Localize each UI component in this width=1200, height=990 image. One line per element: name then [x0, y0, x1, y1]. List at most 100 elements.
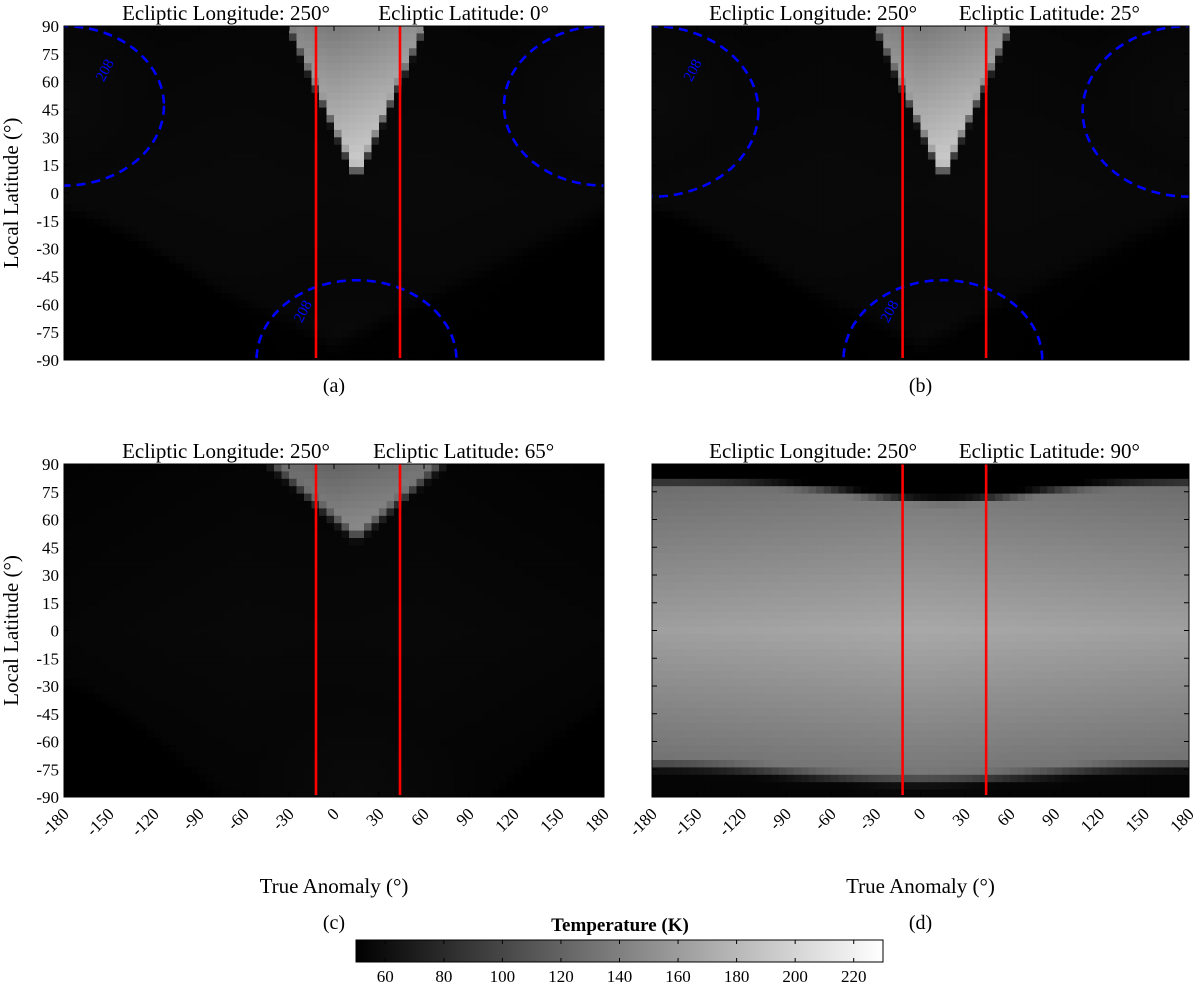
heatmap-cell — [823, 144, 832, 153]
heatmap-cell — [521, 241, 530, 250]
heatmap-cell — [529, 70, 538, 79]
heatmap-cell — [244, 159, 253, 168]
heatmap-cell — [139, 241, 148, 250]
heatmap-cell — [965, 122, 974, 131]
heatmap-cell — [1129, 100, 1138, 109]
heatmap-cell — [1121, 189, 1130, 198]
heatmap-cell — [461, 345, 470, 354]
heatmap-cell — [763, 122, 772, 131]
heatmap-cell — [244, 278, 253, 287]
heatmap-cell — [711, 70, 720, 79]
heatmap-cell — [206, 300, 215, 309]
heatmap-cell — [1181, 159, 1189, 168]
heatmap-cell — [1062, 26, 1071, 35]
heatmap-cell — [711, 100, 720, 109]
heatmap-cell — [514, 285, 523, 294]
heatmap-cell — [401, 226, 410, 235]
heatmap-cell — [274, 152, 283, 161]
heatmap-cell — [259, 107, 268, 116]
heatmap-cell — [868, 63, 877, 72]
heatmap-cell — [1136, 152, 1145, 161]
heatmap-cell — [341, 115, 350, 124]
heatmap-cell — [1010, 189, 1019, 198]
heatmap-cell — [589, 152, 598, 161]
heatmap-cell — [476, 137, 485, 146]
heatmap-cell — [94, 248, 103, 257]
heatmap-cell — [957, 174, 966, 183]
heatmap-cell — [454, 330, 463, 339]
heatmap-cell — [1024, 100, 1033, 109]
heatmap-cell — [957, 63, 966, 72]
heatmap-cell — [79, 322, 88, 331]
heatmap-cell — [1166, 85, 1175, 94]
heatmap-cell — [146, 233, 155, 242]
heatmap-cell — [1010, 48, 1019, 57]
heatmap-cell — [236, 300, 245, 309]
heatmap-cell — [778, 107, 787, 116]
heatmap-cell — [116, 315, 125, 324]
heatmap-cell — [506, 218, 515, 227]
heatmap-cell — [229, 211, 238, 220]
heatmap-cell — [79, 315, 88, 324]
heatmap-cell — [499, 352, 508, 360]
heatmap-cell — [838, 63, 847, 72]
heatmap-cell — [244, 226, 253, 235]
heatmap-cell — [741, 196, 750, 205]
heatmap-cell — [883, 70, 892, 79]
heatmap-cell — [416, 330, 425, 339]
heatmap-cell — [116, 345, 125, 354]
heatmap-cell — [244, 77, 253, 86]
heatmap-cell — [79, 211, 88, 220]
heatmap-cell — [1069, 152, 1078, 161]
heatmap-cell — [778, 159, 787, 168]
heatmap-cell — [838, 189, 847, 198]
heatmap-cell — [942, 159, 951, 168]
heatmap-cell — [1077, 26, 1086, 35]
heatmap-cell — [920, 181, 929, 190]
heatmap-cell — [1092, 174, 1101, 183]
heatmap-cell — [424, 256, 433, 265]
heatmap-cell — [71, 330, 80, 339]
heatmap-cell — [1024, 159, 1033, 168]
heatmap-cell — [326, 40, 335, 49]
heatmap-cell — [1084, 144, 1093, 153]
heatmap-cell — [741, 174, 750, 183]
heatmap-cell — [596, 48, 604, 57]
heatmap-cell — [529, 345, 538, 354]
heatmap-cell — [79, 167, 88, 176]
heatmap-cell — [446, 115, 455, 124]
heatmap-cell — [1099, 137, 1108, 146]
heatmap-cell — [711, 129, 720, 138]
heatmap-cell — [326, 256, 335, 265]
heatmap-cell — [379, 233, 388, 242]
heatmap-cell — [1106, 181, 1116, 190]
heatmap-cell — [506, 33, 515, 42]
heatmap-cell — [589, 137, 598, 146]
heatmap-cell — [371, 308, 380, 317]
heatmap-cell — [356, 144, 365, 153]
heatmap-cell — [868, 55, 877, 64]
heatmap-cell — [424, 63, 433, 72]
heatmap-cell — [229, 233, 238, 242]
heatmap-cell — [229, 337, 238, 346]
heatmap-cell — [161, 144, 170, 153]
heatmap-cell — [139, 107, 148, 116]
heatmap-cell — [439, 204, 448, 213]
heatmap-cell — [71, 144, 80, 153]
heatmap-cell — [786, 159, 795, 168]
heatmap-cell — [274, 196, 283, 205]
heatmap-cell — [491, 129, 500, 138]
heatmap-cell — [1092, 167, 1101, 176]
heatmap-cell — [734, 115, 743, 124]
heatmap-cell — [86, 181, 95, 190]
heatmap-cell — [146, 137, 155, 146]
heatmap-cell — [139, 159, 148, 168]
heatmap-cell — [853, 40, 862, 49]
heatmap-cell — [214, 233, 223, 242]
heatmap-cell — [957, 33, 966, 42]
heatmap-cell — [296, 211, 305, 220]
heatmap-cell — [491, 270, 500, 279]
heatmap-cell — [371, 293, 380, 302]
heatmap-cell — [491, 92, 500, 101]
heatmap-cell — [296, 278, 305, 287]
